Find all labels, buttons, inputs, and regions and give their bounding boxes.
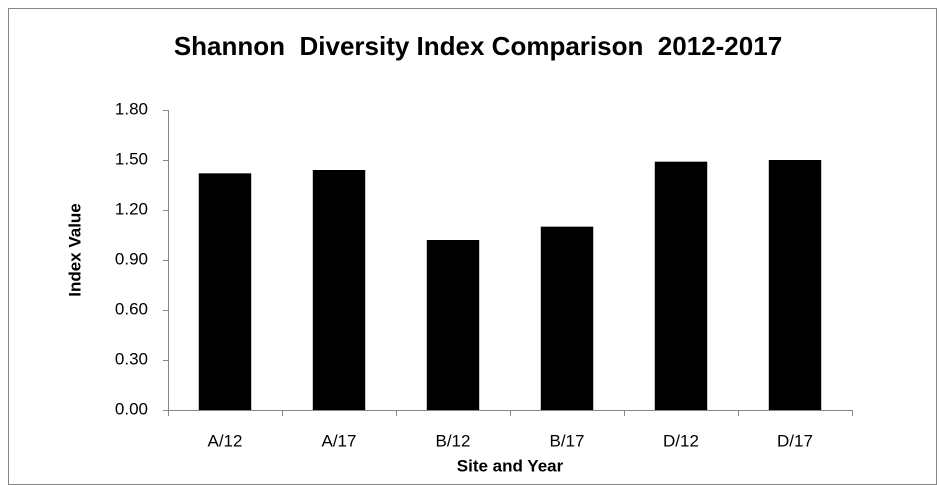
y-tick-label: 0.00	[115, 399, 148, 418]
bar	[198, 173, 252, 410]
x-tick-label: B/12	[436, 431, 471, 450]
x-tick-label: A/12	[208, 431, 243, 450]
y-tick-label: 1.20	[115, 199, 148, 218]
x-tick-label: B/17	[550, 431, 585, 450]
y-tick-label: 1.80	[115, 99, 148, 118]
y-tick-label: 1.50	[115, 149, 148, 168]
bar	[654, 161, 708, 410]
bar	[768, 160, 822, 410]
chart-title: Shannon Diversity Index Comparison 2012-…	[174, 31, 782, 61]
x-tick-label: D/12	[663, 431, 699, 450]
x-tick-label: A/17	[322, 431, 357, 450]
bar	[540, 226, 594, 410]
x-tick-label: D/17	[777, 431, 813, 450]
y-tick-label: 0.30	[115, 349, 148, 368]
y-tick-label: 0.90	[115, 249, 148, 268]
x-axis-label: Site and Year	[457, 456, 564, 475]
y-axis-label: Index Value	[65, 203, 84, 297]
y-tick-label: 0.60	[115, 299, 148, 318]
bar	[312, 170, 366, 410]
bar	[426, 240, 480, 410]
